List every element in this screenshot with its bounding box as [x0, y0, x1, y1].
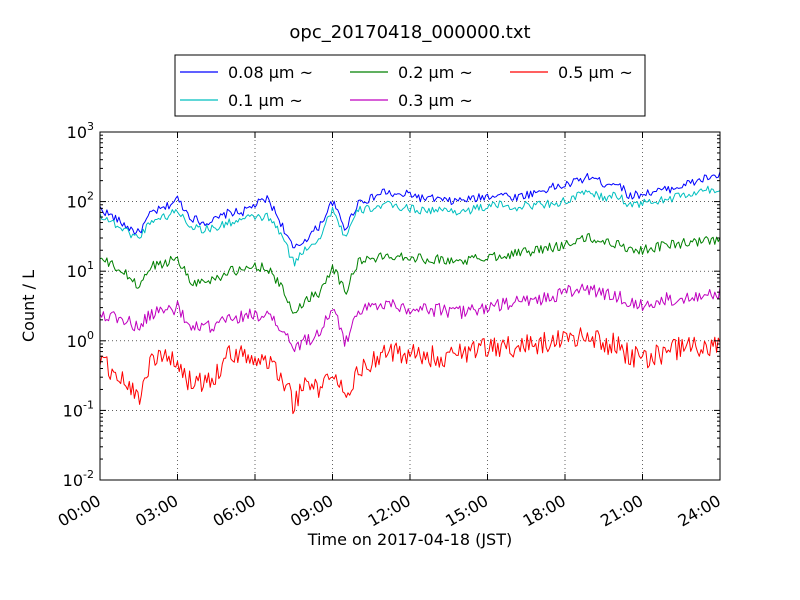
- series-line: [99, 233, 721, 314]
- x-tick-label: 21:00: [597, 491, 646, 531]
- x-tick-label: 18:00: [520, 491, 569, 531]
- series-line: [99, 171, 721, 249]
- y-tick-label: 100: [67, 329, 94, 351]
- x-tick-label: 00:00: [55, 491, 104, 531]
- x-tick-label: 09:00: [287, 491, 336, 531]
- y-tick-label: 101: [67, 259, 94, 281]
- y-axis-label: Count / L: [19, 270, 38, 342]
- legend-label: 0.3 μm ~: [398, 91, 473, 110]
- series-lines: [99, 171, 721, 415]
- series-line: [99, 327, 721, 415]
- legend: 0.08 μm ~ 0.1 μm ~ 0.2 μm ~ 0.3 μm ~ 0.5 μm …: [174, 54, 646, 117]
- legend-label: 0.5 μm ~: [558, 63, 633, 82]
- y-tick-exponent: 3: [87, 120, 94, 133]
- legend-frame: [174, 54, 646, 117]
- y-tick-exponent: 0: [87, 329, 94, 342]
- x-tick-label: 06:00: [210, 491, 259, 531]
- legend-label: 0.08 μm ~: [228, 63, 313, 82]
- y-tick-label: 103: [67, 120, 94, 142]
- x-tick-label: 12:00: [365, 491, 414, 531]
- grid: [100, 132, 720, 480]
- x-tick-label: 15:00: [442, 491, 491, 531]
- chart-title: opc_20170418_000000.txt: [289, 22, 530, 43]
- axis-ticks: [99, 131, 721, 481]
- legend-label: 0.1 μm ~: [228, 91, 303, 110]
- legend-label: 0.2 μm ~: [398, 63, 473, 82]
- y-tick-exponent: -1: [83, 398, 94, 411]
- y-tick-exponent: 1: [87, 259, 94, 272]
- x-tick-labels: 00:00 03:00 06:00 09:00 12:00 15:00 18:00 21:00…: [55, 491, 724, 531]
- series-line: [99, 283, 721, 353]
- x-tick-label: 24:00: [675, 491, 724, 531]
- series-line: [99, 185, 721, 267]
- x-tick-label: 03:00: [132, 491, 181, 531]
- x-axis-label: Time on 2017-04-18 (JST): [307, 530, 512, 549]
- y-tick-label: 10-2: [63, 468, 94, 490]
- y-tick-label: 10-1: [63, 398, 94, 420]
- y-tick-exponent: -2: [83, 468, 94, 481]
- y-tick-label: 102: [67, 190, 94, 212]
- y-tick-exponent: 2: [87, 190, 94, 203]
